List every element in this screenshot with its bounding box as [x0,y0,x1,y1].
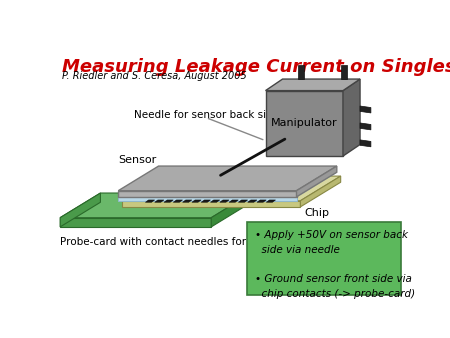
Polygon shape [360,140,371,147]
Polygon shape [248,200,257,202]
Polygon shape [183,200,192,202]
Polygon shape [266,79,360,91]
Polygon shape [122,176,341,201]
Polygon shape [341,65,347,79]
Polygon shape [343,79,360,156]
Text: Needle for sensor back side contact: Needle for sensor back side contact [134,110,321,120]
Polygon shape [60,193,100,227]
Text: Chip: Chip [304,209,329,218]
Polygon shape [118,197,297,201]
Polygon shape [220,200,229,202]
Polygon shape [211,200,220,202]
Polygon shape [122,201,301,207]
Polygon shape [229,200,239,202]
Text: Sensor: Sensor [118,154,157,165]
Polygon shape [238,200,248,202]
Polygon shape [297,166,337,197]
Polygon shape [145,200,155,202]
Polygon shape [118,166,337,191]
Polygon shape [360,106,371,113]
Text: • Apply +50V on sensor back
  side via needle

• Ground sensor front side via
  : • Apply +50V on sensor back side via nee… [255,230,415,299]
Polygon shape [266,200,275,202]
Polygon shape [301,176,341,207]
Text: Measuring Leakage Current on Singles and Ladders: Measuring Leakage Current on Singles and… [63,57,450,75]
Polygon shape [266,91,343,156]
Polygon shape [201,200,211,202]
Polygon shape [211,193,252,227]
Polygon shape [118,172,337,197]
Polygon shape [298,65,304,79]
Polygon shape [155,200,164,202]
Polygon shape [173,200,183,202]
Text: P. Riedler and S. Ceresa, August 2005: P. Riedler and S. Ceresa, August 2005 [63,71,247,81]
Polygon shape [118,191,297,197]
Polygon shape [257,200,266,202]
Polygon shape [360,123,371,130]
Polygon shape [60,193,252,218]
Text: Manipulator: Manipulator [271,118,338,128]
Polygon shape [192,200,201,202]
FancyBboxPatch shape [247,222,401,295]
Polygon shape [164,200,173,202]
Text: Probe-card with contact needles for chip: Probe-card with contact needles for chip [60,237,271,247]
Polygon shape [60,218,211,227]
